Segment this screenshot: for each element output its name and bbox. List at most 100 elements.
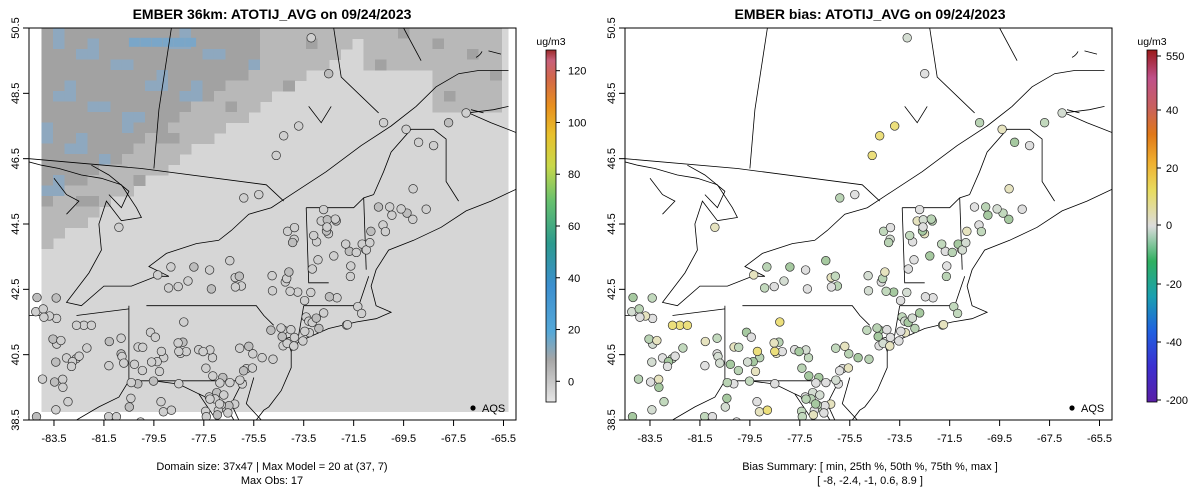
model-grid-cell: [489, 28, 502, 39]
aqs-site-marker: [201, 363, 211, 373]
model-grid-cell: [87, 122, 100, 134]
aqs-site-marker: [443, 118, 454, 128]
aqs-site-marker: [205, 394, 215, 404]
model-grid-cell: [432, 70, 445, 81]
model-grid-cell: [144, 28, 157, 39]
aqs-site-marker: [219, 390, 229, 400]
aqs-site-marker: [909, 255, 919, 265]
model-grid-cell: [144, 133, 157, 144]
shoreline: [1066, 109, 1080, 114]
aqs-site-marker: [1024, 140, 1035, 151]
model-grid-cell: [41, 101, 54, 113]
aqs-site-marker: [962, 226, 972, 236]
model-grid-cell: [41, 91, 54, 102]
model-grid-cell: [202, 70, 215, 81]
model-grid-cell: [133, 164, 146, 176]
model-grid-cell: [75, 175, 88, 186]
aqs-site-marker: [769, 338, 779, 348]
right-map-area: [625, 28, 1133, 420]
aqs-site-marker: [831, 343, 841, 353]
model-grid-cell: [110, 122, 123, 134]
model-grid-cell: [213, 101, 226, 113]
aqs-site-marker: [938, 320, 949, 330]
aqs-site-marker: [244, 341, 254, 351]
model-grid-cell: [271, 28, 284, 39]
model-grid-cell: [64, 175, 77, 186]
aqs-site-marker: [863, 271, 873, 281]
aqs-site-marker: [148, 376, 159, 386]
model-grid-cell: [98, 175, 111, 186]
model-grid-cell: [236, 91, 249, 102]
aqs-site-marker: [284, 267, 294, 277]
model-grid-cell: [75, 28, 88, 39]
model-grid-cell: [121, 164, 134, 176]
aqs-site-marker: [461, 108, 471, 118]
aqs-site-marker: [230, 282, 241, 292]
state-border: [899, 276, 966, 307]
aqs-site-marker: [770, 346, 780, 357]
aqs-site-marker: [49, 377, 60, 387]
aqs-site-marker: [385, 202, 395, 212]
model-grid-cell: [41, 164, 54, 176]
model-grid-cell: [156, 91, 169, 102]
model-grid-cell: [328, 28, 341, 39]
model-grid-cell: [202, 49, 215, 60]
aqs-site-marker: [238, 366, 249, 376]
model-grid-cell: [64, 38, 77, 50]
model-grid-cell: [64, 80, 77, 92]
coastline: [29, 70, 509, 307]
aqs-site-marker: [299, 295, 310, 306]
model-grid-cell: [236, 112, 249, 123]
left-colorbar-unit: ug/m3: [536, 36, 565, 48]
model-grid-cell: [121, 80, 134, 92]
model-grid-cell: [443, 28, 456, 39]
right-footer-line2: [ -8, -2.4, -1, 0.6, 8.9 ]: [817, 475, 923, 487]
left-x-tick-label: -71.5: [341, 433, 366, 445]
left-y-tick-label: 50.5: [10, 17, 22, 38]
aqs-site-marker: [942, 261, 952, 271]
model-grid-cell: [489, 49, 502, 60]
aqs-site-marker: [48, 334, 58, 344]
model-grid-cell: [52, 154, 65, 165]
aqs-site-marker: [239, 193, 249, 203]
model-grid-cell: [282, 70, 295, 81]
state-border: [625, 158, 880, 202]
aqs-site-marker: [700, 361, 710, 371]
model-grid-cell: [133, 91, 146, 102]
aqs-site-marker: [700, 336, 710, 347]
aqs-site-marker: [156, 346, 167, 357]
model-grid-cell: [179, 143, 192, 155]
model-grid-cell: [455, 38, 468, 50]
right-x-tick-label: -77.5: [787, 433, 812, 445]
aqs-site-marker: [712, 333, 722, 343]
model-grid-cell: [41, 175, 54, 186]
model-grid-cell: [213, 122, 226, 134]
aqs-site-marker: [821, 256, 831, 266]
aqs-site-marker: [647, 293, 657, 303]
left-colorbar-tick-label: 120: [568, 66, 586, 78]
right-x-tick-label: -73.5: [887, 433, 912, 445]
shoreline: [1125, 80, 1133, 93]
aqs-site-marker: [138, 342, 148, 352]
model-grid-cell: [294, 28, 307, 39]
aqs-site-marker: [844, 349, 854, 359]
aqs-site-marker: [810, 399, 821, 409]
aqs-site-marker: [926, 214, 936, 224]
model-grid-cell: [156, 154, 169, 165]
aqs-site-marker: [834, 366, 845, 376]
aqs-site-marker: [749, 270, 759, 280]
aqs-site-marker: [254, 189, 264, 200]
aqs-site-marker: [234, 271, 244, 281]
model-grid-cell: [478, 70, 491, 81]
aqs-site-marker: [111, 412, 122, 420]
state-border: [153, 28, 172, 169]
left-site-markers: [31, 33, 471, 420]
aqs-site-marker: [914, 204, 925, 215]
model-grid-cell: [156, 28, 169, 39]
aqs-site-marker: [895, 295, 906, 306]
model-grid-cell: [190, 59, 203, 71]
model-grid-cell: [363, 49, 376, 60]
model-grid-cell: [52, 227, 65, 239]
aqs-site-marker: [332, 293, 342, 303]
state-border: [929, 28, 975, 114]
